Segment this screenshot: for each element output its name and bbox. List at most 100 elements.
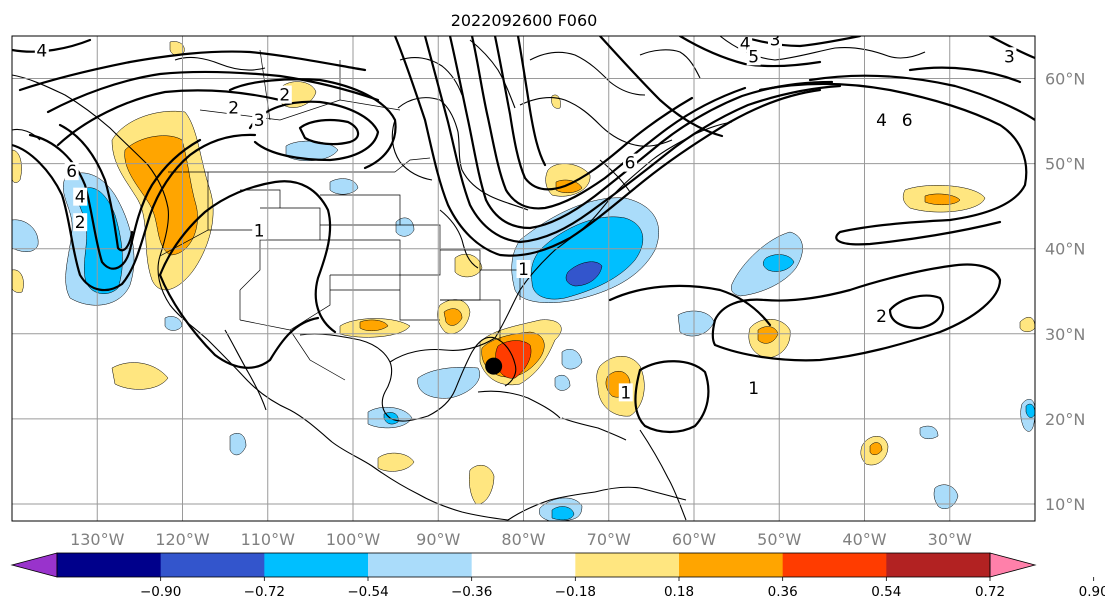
colorbar-segment (160, 553, 265, 577)
contour-line (158, 180, 337, 334)
colorbar-segment (57, 553, 162, 577)
contour-label-bg (900, 111, 915, 130)
positive-anomaly-core (924, 193, 961, 205)
negative-anomaly-region (164, 316, 183, 331)
lon-tick-label: 100°W (326, 530, 381, 549)
contour-line (470, 36, 747, 210)
lon-tick-label: 90°W (416, 530, 460, 549)
negative-anomaly-strong (565, 261, 603, 287)
graticule (12, 36, 1035, 521)
contour-line (393, 36, 822, 257)
contour-label-bg (34, 41, 49, 60)
contour-label-bg (1002, 47, 1017, 66)
contours (12, 36, 1035, 434)
colorbar-tick-label: 0.54 (871, 584, 901, 600)
contour-label: 4 (36, 41, 47, 61)
colorbar-tick-label: −0.54 (347, 584, 388, 600)
contour-label: 1 (518, 260, 529, 280)
contour-label-bg (746, 379, 761, 398)
contour-label: 6 (902, 111, 913, 131)
shaded-fields (12, 41, 1035, 521)
lat-tick-label: 60°N (1045, 70, 1085, 89)
coastlines (12, 36, 926, 521)
negative-anomaly-region (329, 178, 359, 195)
colorbar-tick-label: −0.72 (244, 584, 285, 600)
contour-line (58, 123, 134, 252)
contour-line (448, 36, 834, 230)
colorbar-tick-label: 0.90 (1079, 584, 1105, 600)
lon-tick-label: 80°W (501, 530, 545, 549)
map-frame (11, 35, 1036, 522)
contour-line (711, 263, 1002, 362)
colorbar-frame (56, 552, 991, 578)
positive-anomaly-core (869, 442, 883, 455)
lat-tick-label: 10°N (1045, 495, 1085, 514)
positive-anomaly-region (454, 253, 483, 278)
negative-anomaly-region (933, 484, 959, 509)
contour-label-bg (277, 85, 292, 104)
colorbar-tick-label: 0.18 (664, 584, 694, 600)
storm-center-marker (485, 357, 503, 375)
colorbar-extend-low (10, 552, 58, 578)
contour-label-bg (226, 98, 241, 117)
contour-label: 2 (279, 86, 290, 106)
colorbar-tick-label: −0.18 (555, 584, 596, 600)
contour-line (493, 36, 694, 191)
contour-label-bg (73, 213, 88, 232)
colorbar-segment (679, 553, 784, 577)
lon-tick-label: 70°W (587, 530, 631, 549)
contour-line (608, 284, 772, 327)
positive-anomaly-region (377, 452, 415, 472)
contour-label: 3 (254, 111, 265, 131)
lon-tick-label: 50°W (757, 530, 801, 549)
contour-label-bg (516, 259, 531, 278)
colorbar-tick-label: 0.72 (975, 584, 1005, 600)
contour-line (298, 118, 360, 146)
negative-anomaly-region (285, 140, 339, 162)
contour-line (423, 36, 842, 244)
negative-anomaly-region (395, 217, 415, 237)
contour-label-bg (252, 221, 267, 240)
lat-tick-label: 50°N (1045, 155, 1085, 174)
lon-tick-label: 30°W (928, 530, 972, 549)
lon-tick-label: 40°W (842, 530, 886, 549)
map-title: 2022092600 F060 (451, 11, 598, 30)
colorbar-tick-label: −0.90 (140, 584, 181, 600)
contour-label: 4 (75, 188, 86, 208)
contour-line (598, 36, 724, 138)
contour-label: 1 (254, 222, 265, 242)
lon-tick-label: 110°W (241, 530, 296, 549)
negative-anomaly-region (229, 433, 247, 456)
contour-label-bg (623, 153, 638, 172)
negative-anomaly-region (417, 367, 480, 399)
lon-tick-label: 120°W (155, 530, 210, 549)
contour-label-bg (767, 36, 782, 49)
contour-line (678, 36, 822, 68)
contour-label-bg (746, 47, 761, 66)
positive-anomaly-core (555, 179, 583, 193)
negative-anomaly-core (551, 506, 575, 521)
negative-anomaly-core (763, 254, 795, 272)
contour-line (516, 36, 547, 167)
contour-line (908, 66, 1022, 84)
colorbar-segment (575, 553, 680, 577)
contour-line (758, 82, 1028, 246)
contour-label: 4 (740, 35, 751, 55)
contour-label: 2 (876, 307, 887, 327)
contour-label-bg (73, 187, 88, 206)
contour-label: 4 (876, 111, 887, 131)
contour-label-bg (618, 383, 633, 402)
colorbar-segment (264, 553, 369, 577)
lon-tick-label: 60°W (672, 530, 716, 549)
contour-label: 3 (770, 30, 781, 50)
colorbar-extend-high (989, 552, 1037, 578)
contour-label: 2 (75, 213, 86, 233)
contour-line (634, 360, 710, 434)
negative-anomaly-region (919, 425, 939, 439)
contour-label-bg (64, 162, 79, 181)
negative-anomaly-region (554, 375, 571, 391)
contour-label: 3 (1004, 47, 1015, 67)
contour-line (18, 50, 367, 92)
